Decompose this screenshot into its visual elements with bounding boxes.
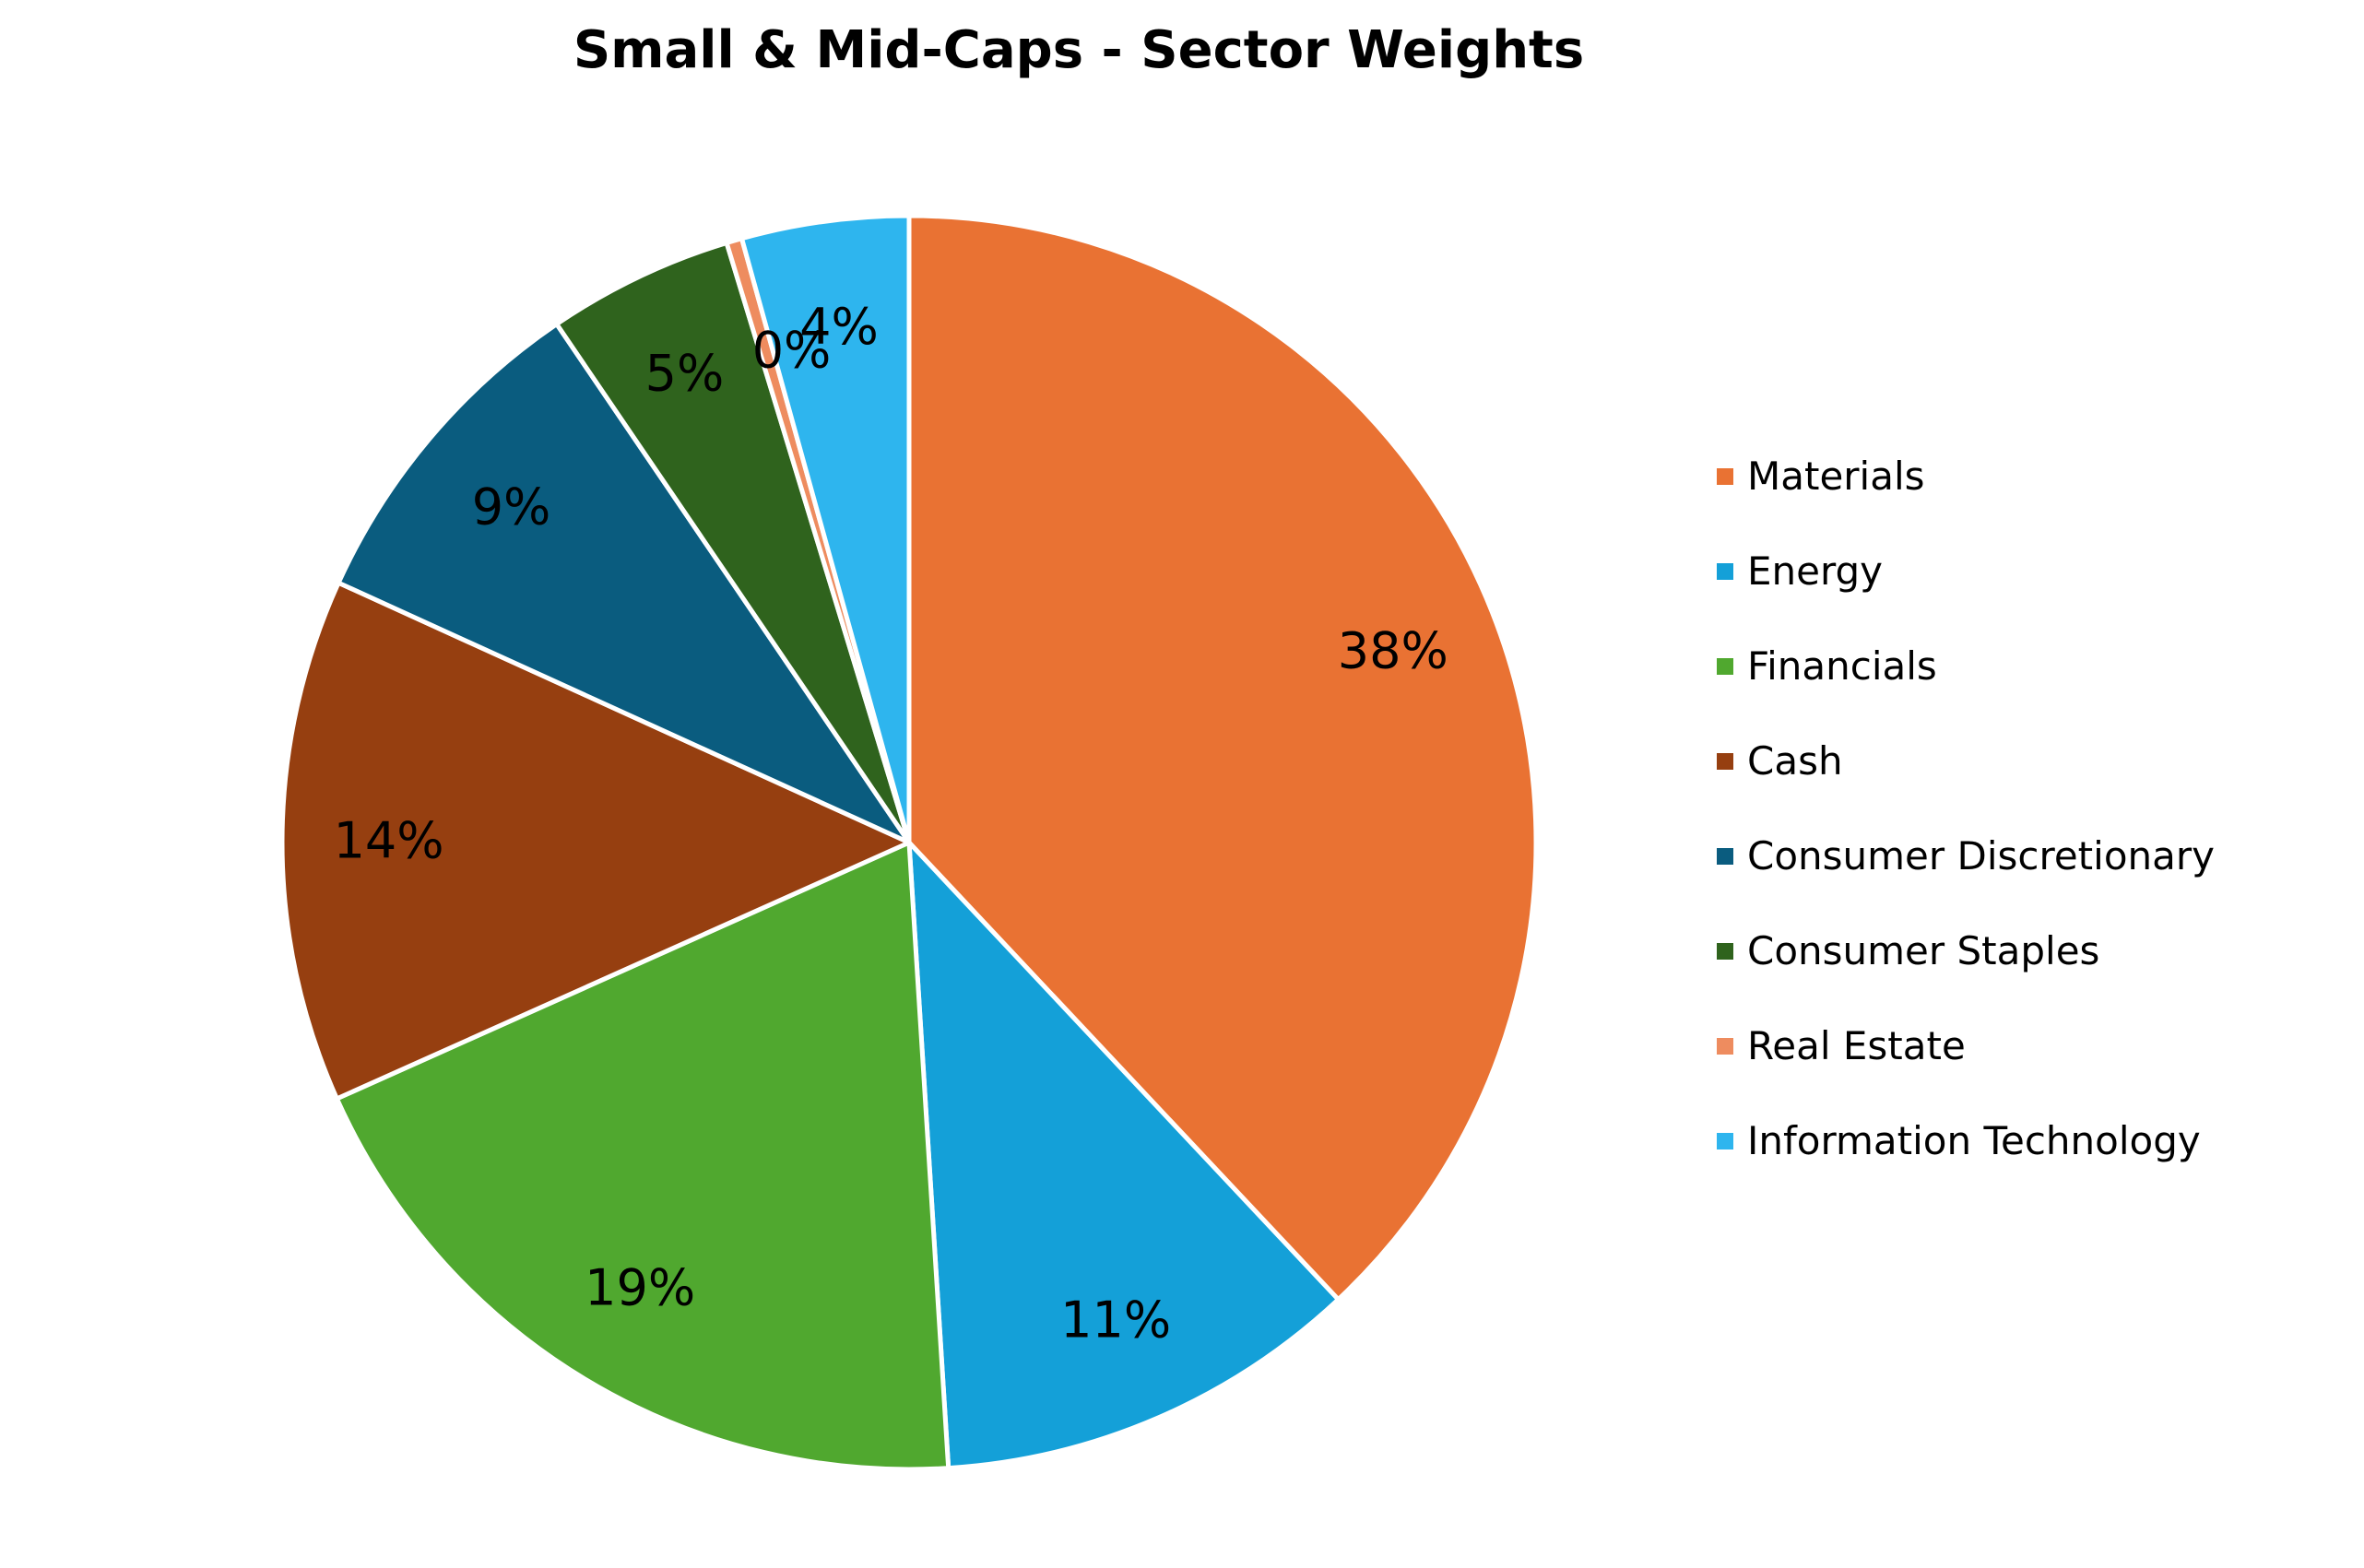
legend-label: Consumer Discretionary [1747,833,2215,878]
pie-slice-financials [334,840,952,1472]
legend-label: Materials [1747,454,1925,499]
legend-label: Consumer Staples [1747,928,2100,973]
pie-slice-consumer-staples [554,240,912,845]
data-label-consumer-staples: 5% [645,344,725,402]
legend-label: Energy [1747,548,1884,594]
pie-slice-cash [279,580,912,1102]
legend-label: Cash [1747,738,1843,784]
legend-swatch [1717,753,1733,770]
pie-slices [279,213,1539,1472]
pie-slice-information-technology [739,213,912,845]
legend-swatch [1717,468,1733,485]
legend-swatch [1717,658,1733,675]
legend-swatch [1717,1038,1733,1055]
data-label-cash: 14% [334,812,444,870]
legend-swatch [1717,1133,1733,1149]
data-label-information-technology: 4% [799,298,879,356]
pie-slice-energy [906,840,1341,1471]
legend-swatch [1717,563,1733,580]
pie-slice-consumer-discretionary [336,322,912,845]
legend-swatch [1717,943,1733,960]
legend-label: Real Estate [1747,1023,1966,1068]
data-label-financials: 19% [585,1259,695,1317]
legend-label: Information Technology [1747,1118,2201,1163]
legend-swatch [1717,848,1733,865]
data-label-real-estate: 0% [752,322,832,380]
pie-data-labels: 38% 11% 19% 14% 9% 5% 0%4% [334,298,1448,1349]
data-label-consumer-discretionary: 9% [472,478,551,536]
data-label-materials: 38% [1338,622,1448,680]
legend-label: Financials [1747,643,1937,689]
chart-title: Small & Mid-Caps - Sector Weights [573,20,1585,80]
data-label-energy: 11% [1060,1291,1171,1349]
pie-slice-materials [906,213,1539,1303]
